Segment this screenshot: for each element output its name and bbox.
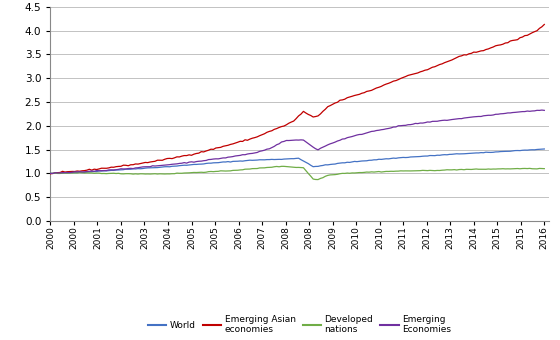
Legend: World, Emerging Asian
economies, Developed
nations, Emerging
Economies: World, Emerging Asian economies, Develop… — [144, 311, 455, 338]
